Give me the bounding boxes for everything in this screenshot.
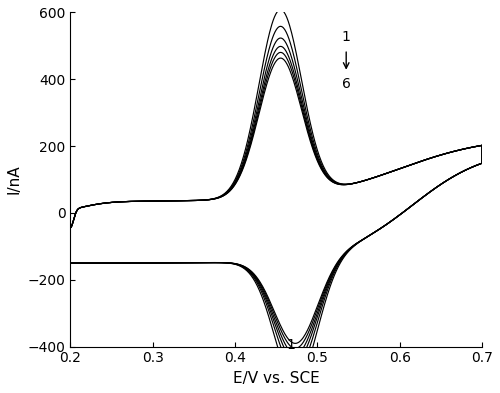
- Text: 1: 1: [286, 338, 296, 352]
- X-axis label: E/V vs. SCE: E/V vs. SCE: [233, 371, 320, 386]
- Y-axis label: I/nA: I/nA: [7, 165, 22, 195]
- Text: 1: 1: [342, 30, 350, 44]
- Text: 6: 6: [342, 77, 350, 91]
